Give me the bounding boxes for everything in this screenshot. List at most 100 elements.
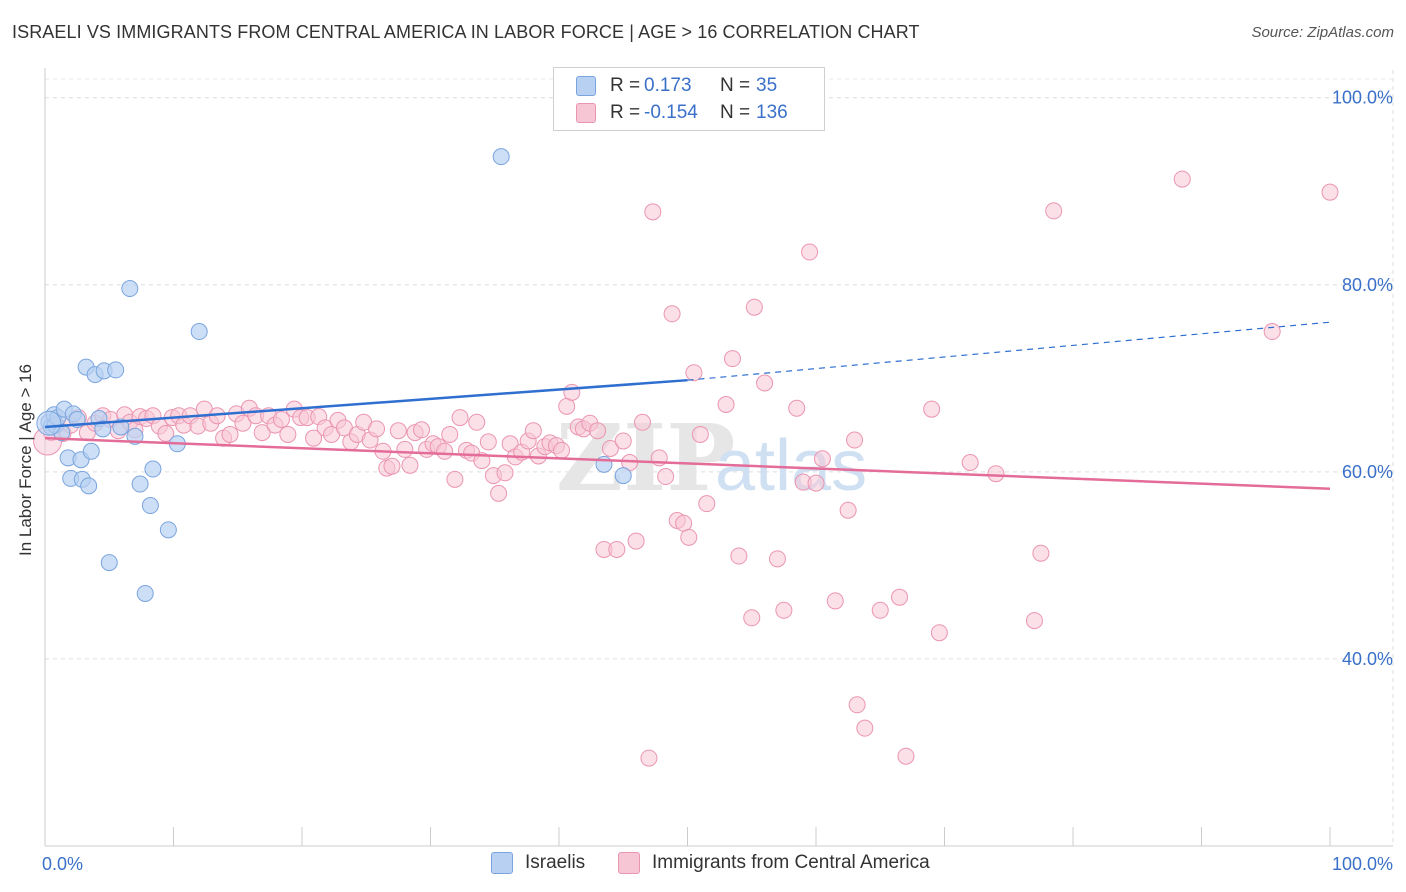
legend-swatch-israelis bbox=[491, 852, 513, 874]
y-tick-label: 80.0% bbox=[1342, 275, 1393, 295]
data-point-immigrants bbox=[396, 440, 414, 458]
data-point-immigrants bbox=[987, 465, 1005, 483]
data-point-israelis bbox=[190, 323, 208, 341]
y-axis-title: In Labor Force | Age > 16 bbox=[16, 363, 35, 557]
data-point-immigrants bbox=[1025, 612, 1043, 630]
data-point-immigrants bbox=[468, 413, 486, 431]
data-point-israelis bbox=[80, 477, 98, 495]
data-point-immigrants bbox=[1032, 544, 1050, 562]
data-point-immigrants bbox=[441, 425, 459, 443]
data-point-immigrants bbox=[413, 421, 431, 439]
data-point-immigrants bbox=[848, 696, 866, 714]
data-point-immigrants bbox=[451, 409, 469, 427]
data-point-immigrants bbox=[553, 441, 571, 459]
legend-r-label: R = bbox=[610, 75, 641, 96]
legend-r-value: 0.173 bbox=[644, 75, 692, 96]
data-point-immigrants bbox=[436, 442, 454, 460]
data-point-immigrants bbox=[723, 350, 741, 368]
data-point-immigrants bbox=[305, 429, 323, 447]
legend-item-israelis[interactable]: Israelis bbox=[491, 852, 585, 874]
source-label: Source: ZipAtlas.com bbox=[1251, 24, 1394, 41]
data-point-israelis bbox=[94, 420, 112, 438]
data-point-israelis bbox=[136, 584, 154, 602]
data-point-immigrants bbox=[644, 203, 662, 221]
data-point-israelis bbox=[100, 554, 118, 572]
data-point-immigrants bbox=[745, 298, 763, 316]
data-point-immigrants bbox=[1321, 183, 1339, 201]
correlation-legend: R = 0.173 N = 35 R = -0.154 N = 136 bbox=[553, 67, 825, 131]
axes bbox=[44, 68, 1393, 847]
trend-line-israelis bbox=[44, 378, 688, 429]
data-point-immigrants bbox=[871, 601, 889, 619]
data-point-immigrants bbox=[657, 468, 675, 486]
y-tick-label: 40.0% bbox=[1342, 649, 1393, 669]
data-point-immigrants bbox=[685, 364, 703, 382]
data-point-immigrants bbox=[634, 413, 652, 431]
data-point-immigrants bbox=[839, 501, 857, 519]
data-point-immigrants bbox=[279, 425, 297, 443]
trend-line-immigrants bbox=[44, 436, 1331, 490]
data-point-immigrants bbox=[807, 474, 825, 492]
data-point-immigrants bbox=[601, 439, 619, 457]
data-point-immigrants bbox=[1263, 323, 1281, 341]
data-point-immigrants bbox=[496, 464, 514, 482]
legend-n-label: N = bbox=[720, 102, 751, 123]
tick-labels: 40.0% 60.0% 80.0% 100.0% 0.0% 100.0% bbox=[42, 88, 1393, 874]
data-point-immigrants bbox=[856, 719, 874, 737]
data-point-israelis bbox=[82, 442, 100, 460]
chart-title: ISRAELI VS IMMIGRANTS FROM CENTRAL AMERI… bbox=[12, 22, 920, 42]
data-point-immigrants bbox=[608, 540, 626, 558]
data-point-immigrants bbox=[627, 532, 645, 550]
legend-n-value: 35 bbox=[756, 75, 778, 96]
data-point-immigrants bbox=[891, 588, 909, 606]
legend-row-israelis: R = 0.173 N = 35 bbox=[576, 74, 777, 98]
data-point-immigrants bbox=[272, 410, 290, 428]
data-point-israelis bbox=[121, 280, 139, 298]
grid-lines bbox=[45, 70, 1394, 846]
data-point-immigrants bbox=[490, 484, 508, 502]
y-tick-label: 60.0% bbox=[1342, 462, 1393, 482]
data-point-immigrants bbox=[157, 425, 175, 443]
data-point-immigrants bbox=[923, 400, 941, 418]
x-tick-label: 0.0% bbox=[42, 854, 83, 874]
legend-item-immigrants[interactable]: Immigrants from Central America bbox=[618, 852, 930, 874]
data-point-immigrants bbox=[846, 431, 864, 449]
legend-swatch-immigrants bbox=[618, 852, 640, 874]
data-point-israelis bbox=[107, 361, 125, 379]
data-point-immigrants bbox=[1173, 170, 1191, 188]
data-point-immigrants bbox=[389, 422, 407, 440]
data-point-immigrants bbox=[479, 433, 497, 451]
data-point-immigrants bbox=[589, 422, 607, 440]
data-point-immigrants bbox=[961, 454, 979, 471]
trend-line-israelis-extrapolated bbox=[687, 321, 1331, 381]
data-point-immigrants bbox=[826, 592, 844, 610]
data-point-israelis-cluster bbox=[36, 410, 62, 436]
data-point-immigrants bbox=[743, 609, 761, 627]
legend-r-value: -0.154 bbox=[644, 102, 698, 123]
data-point-immigrants bbox=[1045, 202, 1063, 220]
data-point-israelis bbox=[141, 497, 159, 515]
data-point-immigrants bbox=[383, 457, 401, 475]
data-point-immigrants bbox=[788, 399, 806, 417]
data-point-israelis bbox=[159, 521, 177, 539]
x-tick-label: 100.0% bbox=[1332, 854, 1393, 874]
data-point-immigrants bbox=[663, 305, 681, 323]
data-point-israelis bbox=[614, 467, 632, 485]
data-point-immigrants bbox=[221, 425, 239, 443]
data-point-immigrants bbox=[698, 495, 716, 513]
legend-label-immigrants: Immigrants from Central America bbox=[652, 852, 930, 873]
data-point-immigrants bbox=[897, 747, 915, 765]
series-legend: Israelis Immigrants from Central America bbox=[0, 852, 1406, 878]
data-point-immigrants bbox=[401, 456, 419, 474]
data-point-israelis bbox=[131, 475, 149, 493]
data-point-israelis bbox=[144, 460, 162, 478]
data-point-immigrants bbox=[680, 528, 698, 546]
legend-label-israelis: Israelis bbox=[525, 852, 586, 873]
data-point-immigrants bbox=[768, 550, 786, 568]
data-point-immigrants bbox=[717, 396, 735, 414]
data-point-immigrants bbox=[234, 414, 252, 432]
legend-r-label: R = bbox=[610, 102, 641, 123]
data-point-immigrants bbox=[801, 243, 819, 261]
data-point-immigrants bbox=[524, 422, 542, 440]
